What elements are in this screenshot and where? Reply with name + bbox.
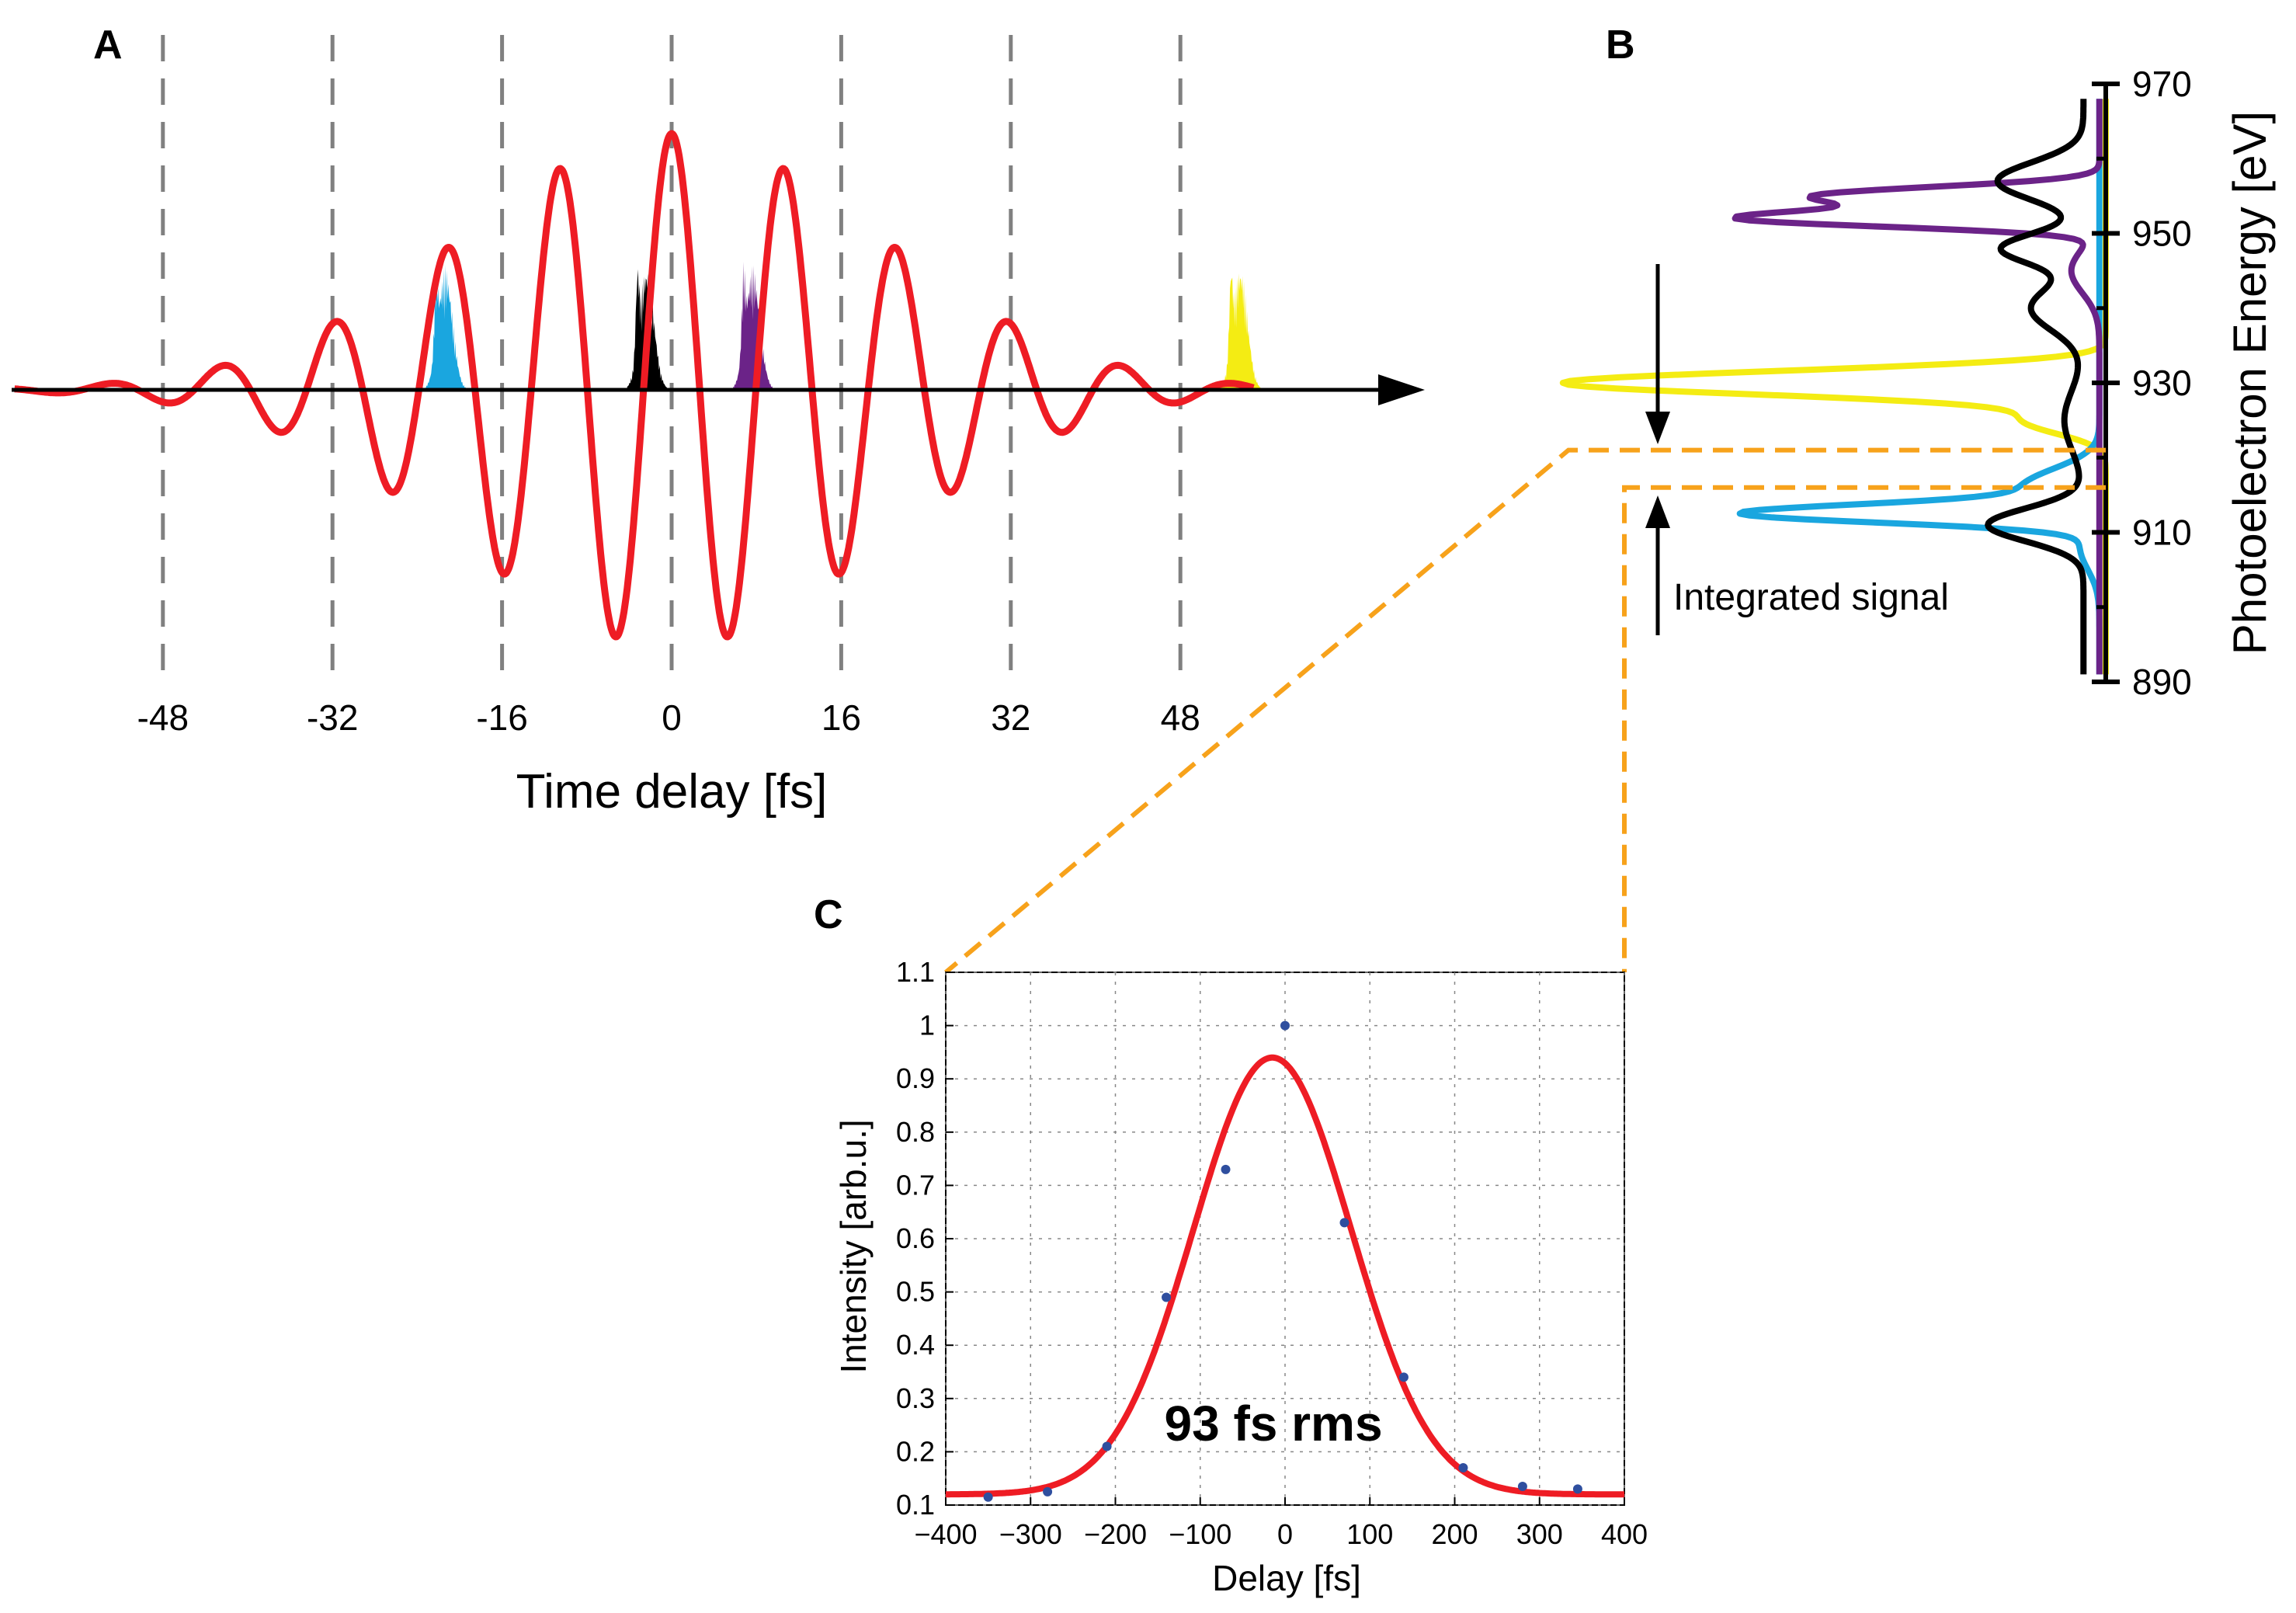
panel-c-ylabel: Intensity [arb.u.] <box>833 1119 874 1373</box>
panel-label-c: C <box>814 892 843 937</box>
panel-a-tick-label: 0 <box>662 697 682 738</box>
panel-c-xtick-label: 100 <box>1346 1518 1393 1550</box>
panel-c-ytick-label: 1 <box>919 1010 935 1041</box>
panel-c-xtick-label: −300 <box>999 1518 1062 1550</box>
panel-c-ytick-label: 0.6 <box>896 1222 935 1254</box>
integration-arrows <box>1645 264 1670 635</box>
purple-spectrum <box>1732 97 2103 676</box>
panel-a-tick-label: -16 <box>476 697 527 738</box>
panel-a-gridlines <box>161 35 1183 676</box>
panel-a-streaking: -48 -32 -16 0 16 32 48 Time delay [fs] <box>12 35 1425 819</box>
rms-annotation: 93 fs rms <box>1164 1396 1382 1451</box>
panel-a-tick-labels: -48 -32 -16 0 16 32 48 <box>137 697 1200 738</box>
panel-c-ytick-label: 0.1 <box>896 1489 935 1521</box>
panel-a-xlabel: Time delay [fs] <box>516 765 828 819</box>
panel-a-tick-label: -48 <box>137 697 189 738</box>
panel-c-ytick-label: 0.2 <box>896 1435 935 1467</box>
measured-point <box>1398 1372 1409 1382</box>
panel-c-xtick-label: −400 <box>914 1518 977 1550</box>
guide-lower <box>1622 485 2106 972</box>
panel-c-ytick-label: 0.8 <box>896 1116 935 1148</box>
panel-c-xtick-label: −200 <box>1084 1518 1147 1550</box>
purple-pulse <box>733 262 780 390</box>
panel-c-xtick-label: 300 <box>1516 1518 1563 1550</box>
panel-b-tick-label: 950 <box>2132 214 2192 254</box>
panel-c-ticks: −400 −300 −200 −100 0 100 200 300 400 0.1 0.2 0.3 0.… <box>896 956 1648 1550</box>
panel-a-tick-label: 16 <box>821 697 861 738</box>
panel-a-tick-label: 48 <box>1161 697 1200 738</box>
panel-label-a: A <box>93 23 123 68</box>
panel-c-ytick-label: 0.3 <box>896 1382 935 1414</box>
yellow-pulse <box>1221 273 1268 390</box>
panel-c-xtick-label: −100 <box>1169 1518 1231 1550</box>
measured-point <box>1043 1486 1053 1497</box>
black-spectrum <box>1985 97 2087 676</box>
panel-c-xtick-label: 0 <box>1277 1518 1293 1550</box>
panel-b-tick-label: 890 <box>2132 662 2192 702</box>
measured-point <box>1458 1462 1468 1472</box>
panel-c-ytick-label: 0.4 <box>896 1329 935 1361</box>
panel-c-ytick-label: 0.9 <box>896 1062 935 1094</box>
measured-point <box>983 1492 993 1502</box>
panel-b-ylabel: Photoelectron Energy [eV] <box>2224 111 2276 655</box>
panel-b-ticks: 890 910 930 950 970 <box>2092 64 2192 702</box>
measured-point <box>1280 1020 1290 1031</box>
panel-a-tick-label: 32 <box>991 697 1030 738</box>
measured-point <box>1221 1164 1231 1174</box>
panel-b-tick-label: 930 <box>2132 363 2192 403</box>
panel-a-pulses <box>426 260 1268 390</box>
panel-a-tick-label: -32 <box>307 697 358 738</box>
panel-c-grid <box>945 972 1625 1506</box>
measured-points <box>983 1020 1582 1502</box>
panel-a-axis-arrowhead <box>1378 374 1425 405</box>
panel-c-cross-correlation: −400 −300 −200 −100 0 100 200 300 400 0.1 0.2 0.3 0.… <box>833 956 1648 1598</box>
panel-b-tick-label: 970 <box>2132 64 2192 104</box>
gaussian-fit-curve <box>946 1054 1624 1498</box>
panel-c-ytick-label: 1.1 <box>896 956 935 988</box>
panel-a-field-curve <box>12 130 1256 641</box>
measured-point <box>1102 1441 1112 1451</box>
panel-c-ytick-label: 0.7 <box>896 1169 935 1201</box>
panel-label-b: B <box>1606 23 1635 68</box>
cyan-pulse <box>426 260 473 390</box>
panel-c-ytick-label: 0.5 <box>896 1276 935 1308</box>
measured-point <box>1517 1481 1527 1491</box>
measured-point <box>1339 1218 1349 1228</box>
panel-b-tick-label: 910 <box>2132 513 2192 553</box>
measured-point <box>1572 1484 1582 1494</box>
panel-c-xlabel: Delay [fs] <box>1212 1558 1361 1598</box>
integration-window-guides <box>944 447 2106 975</box>
measured-point <box>1162 1292 1172 1302</box>
panel-c-xtick-label: 200 <box>1431 1518 1478 1550</box>
integrated-signal-label: Integrated signal <box>1673 577 1949 618</box>
guide-upper <box>944 447 2106 975</box>
panel-b-spectra: 890 910 930 950 970 Photoelectron Energy [eV… <box>1559 64 2276 702</box>
panel-c-xtick-label: 400 <box>1601 1518 1648 1550</box>
